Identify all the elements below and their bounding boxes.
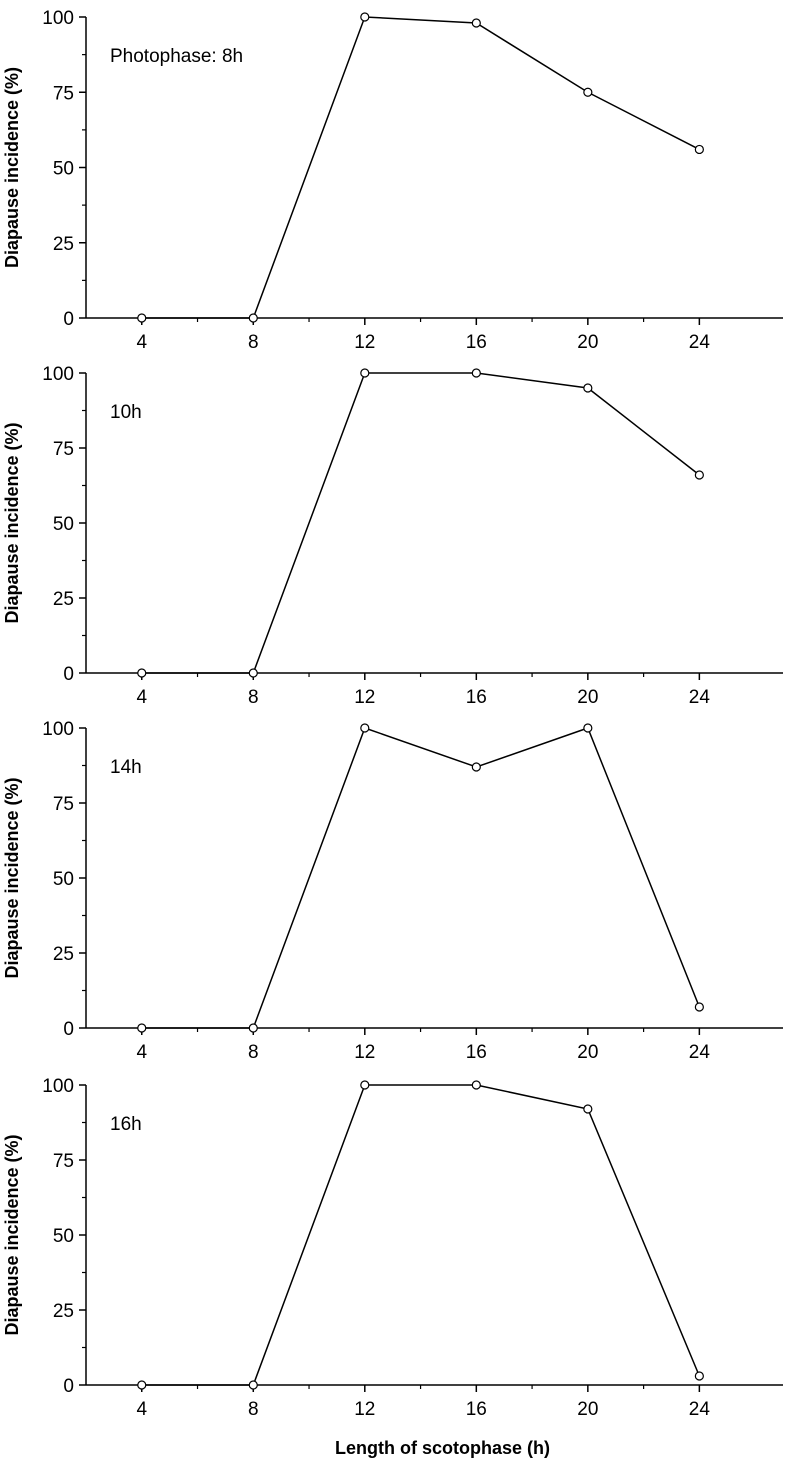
y-axis-label: Diapause incidence (%) <box>2 422 22 623</box>
data-point <box>360 723 370 733</box>
x-tick-label: 20 <box>577 332 598 353</box>
series-line <box>141 372 700 674</box>
x-tick-label: 8 <box>248 332 259 353</box>
y-tick-label: 75 <box>53 1151 74 1172</box>
chart-panel-4: 0 25 50 75 100 4 8 12 16 20 24 Diapause incidence (… <box>2 1076 783 1458</box>
x-tick-label: 16 <box>466 1042 487 1063</box>
panel-annotation: 16h <box>110 1114 142 1135</box>
panel-annotation: 10h <box>110 402 142 423</box>
panel-annotation: Photophase: 8h <box>110 46 243 67</box>
data-point <box>360 1080 370 1090</box>
x-tick-label: 12 <box>354 1042 375 1063</box>
y-tick-label: 100 <box>42 364 74 385</box>
x-axis-label: Length of scotophase (h) <box>335 1438 550 1458</box>
data-point <box>248 668 258 678</box>
x-tick-label: 4 <box>136 1399 147 1420</box>
data-point <box>694 1371 704 1381</box>
x-tick-label: 24 <box>689 1399 711 1420</box>
data-point <box>360 368 370 378</box>
y-tick-label: 100 <box>42 1076 74 1097</box>
y-axis-label: Diapause incidence (%) <box>2 1134 22 1335</box>
data-point <box>583 87 593 97</box>
y-tick-label: 100 <box>42 719 74 740</box>
data-point <box>137 313 147 323</box>
data-point <box>137 1380 147 1390</box>
y-tick-label: 100 <box>42 8 74 29</box>
chart-panel-1: 0 25 50 75 100 4 8 12 16 20 24 Diapause incidence (… <box>2 8 783 353</box>
y-tick-label: 50 <box>53 869 74 890</box>
data-point <box>583 1104 593 1114</box>
x-tick-label: 4 <box>136 332 147 353</box>
data-point <box>583 383 593 393</box>
data-point <box>471 18 481 28</box>
x-tick-label: 12 <box>354 332 375 353</box>
data-point <box>137 668 147 678</box>
chart-panel-3: 0 25 50 75 100 4 8 12 16 20 24 Diapause incidence (… <box>2 719 783 1063</box>
x-tick-label: 20 <box>577 1042 598 1063</box>
y-tick-label: 0 <box>63 309 74 330</box>
data-point <box>248 1380 258 1390</box>
x-tick-label: 4 <box>136 687 147 708</box>
y-tick-label: 75 <box>53 439 74 460</box>
chart-panel-2: 0 25 50 75 100 4 8 12 16 20 24 Diapause incidence (… <box>2 364 783 708</box>
data-point <box>471 1080 481 1090</box>
y-axis-label: Diapause incidence (%) <box>2 67 22 268</box>
x-tick-label: 20 <box>577 1399 598 1420</box>
y-axis-label: Diapause incidence (%) <box>2 777 22 978</box>
x-tick-label: 8 <box>248 1042 259 1063</box>
x-tick-label: 16 <box>466 687 487 708</box>
x-tick-label: 20 <box>577 687 598 708</box>
panel-annotation: 14h <box>110 757 142 778</box>
x-tick-label: 12 <box>354 687 375 708</box>
x-tick-label: 4 <box>136 1042 147 1063</box>
x-tick-label: 16 <box>466 332 487 353</box>
data-point <box>471 368 481 378</box>
series-line <box>141 1084 701 1386</box>
data-point <box>360 12 370 22</box>
data-point <box>248 313 258 323</box>
data-point <box>694 1002 704 1012</box>
y-tick-label: 25 <box>53 1301 74 1322</box>
x-tick-label: 12 <box>354 1399 375 1420</box>
y-tick-label: 25 <box>53 234 74 255</box>
y-tick-label: 75 <box>53 83 74 104</box>
data-point <box>137 1023 147 1033</box>
y-tick-label: 0 <box>63 664 74 685</box>
y-tick-label: 0 <box>63 1019 74 1040</box>
y-tick-label: 25 <box>53 944 74 965</box>
y-tick-label: 0 <box>63 1376 74 1397</box>
x-tick-label: 24 <box>689 332 711 353</box>
series-line <box>141 727 701 1029</box>
y-tick-label: 50 <box>53 159 74 180</box>
x-tick-label: 24 <box>689 1042 711 1063</box>
data-point <box>694 144 704 155</box>
y-tick-label: 50 <box>53 1226 74 1247</box>
x-tick-label: 8 <box>248 1399 259 1420</box>
data-point <box>248 1023 258 1033</box>
data-point <box>694 470 704 480</box>
y-tick-label: 25 <box>53 589 74 610</box>
y-tick-label: 75 <box>53 794 74 815</box>
x-tick-label: 16 <box>466 1399 487 1420</box>
data-point <box>471 762 481 772</box>
series-line <box>141 16 700 319</box>
x-tick-label: 8 <box>248 687 259 708</box>
y-tick-label: 50 <box>53 514 74 535</box>
x-tick-label: 24 <box>689 687 711 708</box>
data-point <box>583 723 593 733</box>
